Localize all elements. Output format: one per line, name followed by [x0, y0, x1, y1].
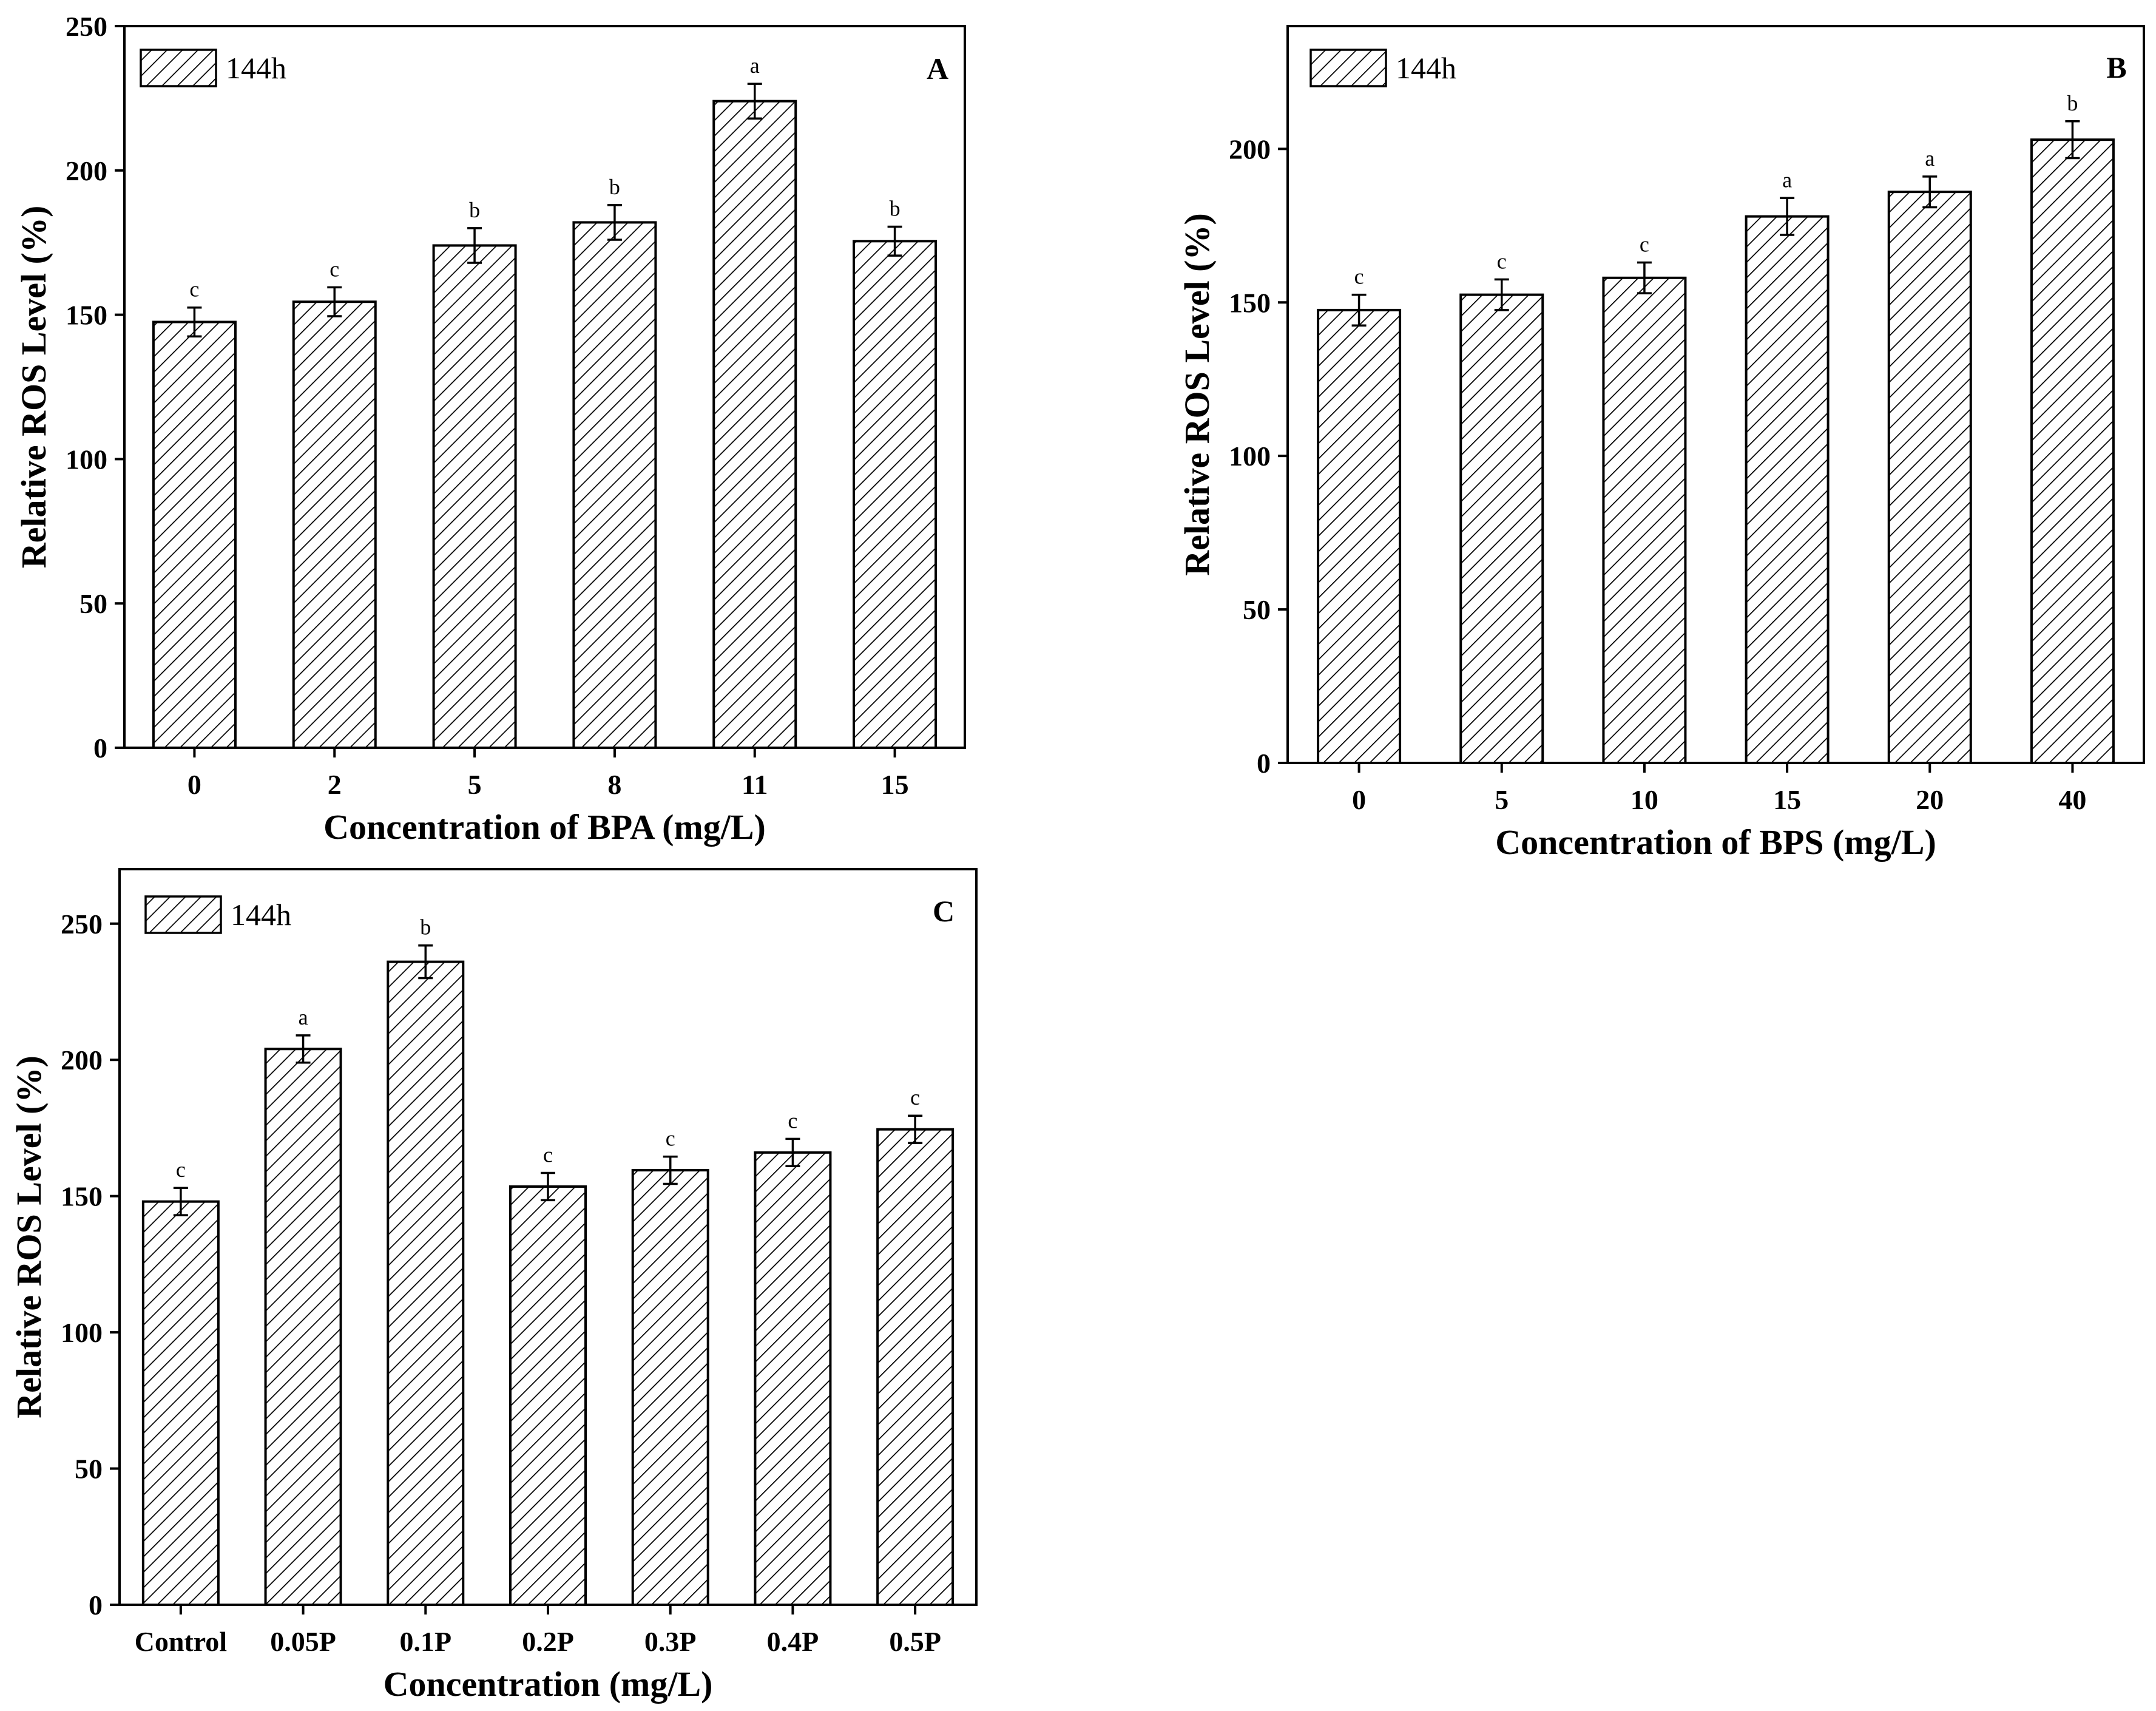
significance-letter: b	[469, 198, 480, 222]
y-tick-label: 50	[79, 588, 107, 619]
significance-letter: c	[176, 1157, 186, 1182]
bar	[631, 1169, 709, 1606]
y-tick-label: 0	[1257, 748, 1271, 779]
y-tick-label: 50	[1243, 594, 1271, 625]
x-tick-label: 11	[742, 769, 768, 800]
plot-frame	[123, 25, 966, 749]
bar	[1459, 293, 1544, 764]
bar	[432, 244, 517, 749]
significance-letter: a	[299, 1005, 308, 1029]
x-tick-label: 0	[1352, 784, 1366, 815]
y-tick-label: 250	[66, 11, 107, 42]
significance-letter: a	[750, 53, 760, 78]
y-tick-label: 150	[1229, 287, 1271, 318]
y-tick-label: 100	[61, 1317, 103, 1348]
bar	[572, 221, 657, 749]
bar	[1317, 308, 1402, 765]
significance-letter: c	[1354, 265, 1364, 289]
significance-letter: b	[890, 197, 901, 221]
legend-label: 144h	[226, 51, 286, 85]
y-axis-title: Relative ROS Level (%)	[1177, 213, 1217, 576]
bar	[387, 960, 465, 1606]
y-tick-label: 200	[1229, 134, 1271, 164]
significance-letter: a	[1925, 146, 1935, 171]
y-tick-label: 150	[66, 300, 107, 331]
x-tick-label: 2	[328, 769, 342, 800]
significance-letter: c	[189, 277, 199, 302]
x-tick-label: 15	[881, 769, 909, 800]
chart-panel-b: 0 50 100 150 200 0 c 5 c 10 c 15 a 20 a 40 b Concentratio…	[1177, 25, 2145, 862]
x-tick-label: 0.4P	[767, 1626, 819, 1657]
bar	[509, 1185, 587, 1606]
bar	[292, 300, 377, 749]
significance-letter: b	[2067, 91, 2078, 115]
panel-label: B	[2106, 50, 2126, 84]
plot-frame	[1286, 25, 2145, 764]
y-tick-label: 0	[93, 733, 107, 764]
x-tick-label: 0.05P	[270, 1626, 336, 1657]
significance-letter: c	[666, 1127, 675, 1151]
significance-letter: c	[543, 1143, 553, 1167]
x-tick-label: 0.2P	[522, 1626, 574, 1657]
x-tick-label: 0	[188, 769, 201, 800]
x-tick-label: 0.3P	[644, 1626, 697, 1657]
y-tick-label: 0	[89, 1590, 103, 1621]
panel-label: C	[933, 894, 955, 928]
y-tick-label: 100	[66, 444, 107, 475]
y-tick-label: 200	[66, 155, 107, 186]
y-tick-label: 50	[75, 1454, 103, 1485]
x-tick-label: 8	[607, 769, 621, 800]
bar	[1602, 276, 1687, 764]
y-tick-label: 150	[61, 1181, 103, 1212]
x-tick-label: 5	[1495, 784, 1509, 815]
x-tick-label: 15	[1773, 784, 1801, 815]
bar	[1745, 215, 1830, 765]
y-tick-label: 250	[61, 909, 103, 940]
significance-letter: c	[910, 1085, 920, 1110]
x-tick-label: 0.1P	[399, 1626, 451, 1657]
bar	[141, 1200, 220, 1606]
significance-letter: b	[420, 915, 431, 940]
x-tick-label: 40	[2058, 784, 2086, 815]
legend-label: 144h	[1396, 51, 1456, 85]
y-axis-title: Relative ROS Level (%)	[9, 1055, 49, 1418]
legend-swatch	[1309, 49, 1387, 87]
significance-letter: c	[788, 1108, 797, 1133]
x-tick-label: 20	[1916, 784, 1944, 815]
y-axis-title: Relative ROS Level (%)	[14, 206, 53, 569]
legend-label: 144h	[231, 898, 291, 932]
chart-panel-a: 0 50 100 150 200 250 0 c 2 c 5 b 8 b 11 a 15 b Concentrati…	[14, 11, 966, 847]
x-tick-label: 0.5P	[889, 1626, 941, 1657]
significance-letter: b	[609, 175, 620, 199]
bar	[754, 1151, 832, 1607]
x-tick-label: 5	[468, 769, 482, 800]
y-tick-label: 200	[61, 1045, 103, 1076]
significance-letter: c	[329, 257, 339, 281]
bar	[1887, 191, 1972, 764]
bar	[853, 240, 938, 749]
y-tick-label: 100	[1229, 441, 1271, 472]
x-tick-label: Control	[135, 1626, 228, 1657]
bar	[152, 320, 237, 749]
bar	[264, 1048, 342, 1607]
x-axis-title: Concentration of BPS (mg/L)	[1495, 822, 1936, 862]
significance-letter: c	[1497, 249, 1507, 273]
x-axis-title: Concentration of BPA (mg/L)	[323, 807, 766, 847]
legend-swatch	[140, 49, 217, 87]
x-tick-label: 10	[1631, 784, 1658, 815]
panel-label: A	[927, 52, 948, 86]
bar	[876, 1128, 955, 1606]
bar	[2030, 138, 2115, 765]
x-axis-title: Concentration (mg/L)	[384, 1664, 713, 1704]
chart-panel-c: 0 50 100 150 200 250 Control c 0.05P a 0.1P b 0.2P c 0…	[9, 868, 978, 1704]
significance-letter: c	[1640, 232, 1649, 256]
significance-letter: a	[1782, 168, 1792, 192]
bar	[712, 100, 797, 749]
legend-swatch	[144, 895, 222, 934]
